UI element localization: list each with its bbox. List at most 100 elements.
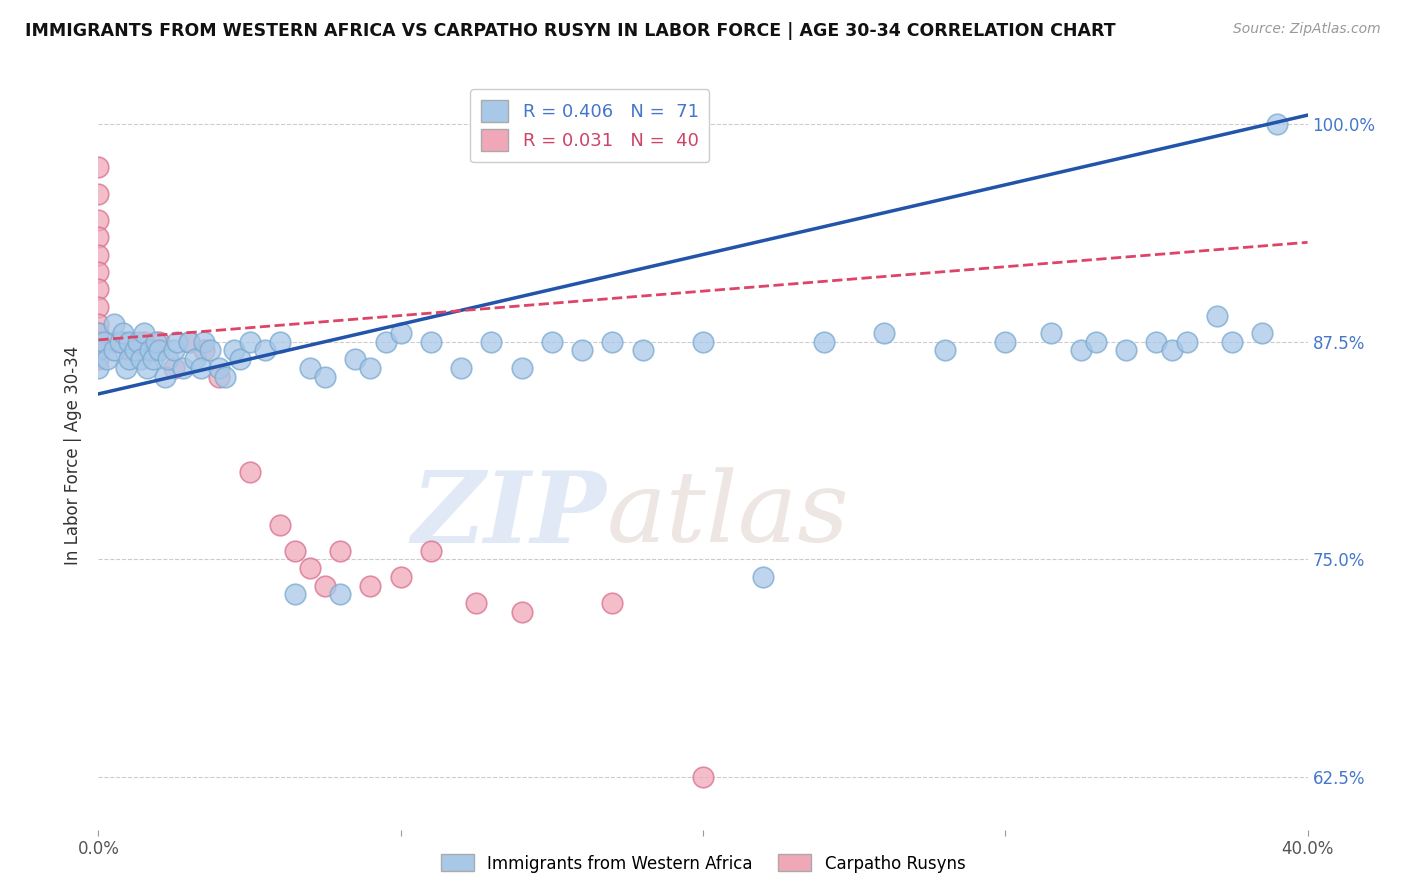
Point xyxy=(208,369,231,384)
Point xyxy=(214,369,236,384)
Point xyxy=(87,265,110,279)
Point xyxy=(692,334,714,349)
Point xyxy=(87,317,110,331)
Legend: R = 0.406   N =  71, R = 0.031   N =  40: R = 0.406 N = 71, R = 0.031 N = 40 xyxy=(470,89,710,162)
Point xyxy=(389,326,412,340)
Point xyxy=(1070,343,1092,358)
Point xyxy=(87,300,110,314)
Point xyxy=(360,579,382,593)
Point xyxy=(224,343,246,358)
Legend: Immigrants from Western Africa, Carpatho Rusyns: Immigrants from Western Africa, Carpatho… xyxy=(434,847,972,880)
Point xyxy=(994,334,1017,349)
Point xyxy=(87,334,110,349)
Point xyxy=(118,352,141,367)
Point xyxy=(1175,334,1198,349)
Point xyxy=(481,334,503,349)
Point xyxy=(87,161,110,175)
Point xyxy=(87,186,110,201)
Point xyxy=(156,352,179,367)
Point xyxy=(239,466,262,480)
Point xyxy=(1220,334,1243,349)
Point xyxy=(314,369,336,384)
Point xyxy=(148,334,170,349)
Point xyxy=(420,334,443,349)
Point xyxy=(87,282,110,296)
Point xyxy=(193,343,215,358)
Point xyxy=(103,317,125,331)
Point xyxy=(200,343,222,358)
Point xyxy=(1144,334,1167,349)
Point xyxy=(87,326,110,340)
Point xyxy=(139,343,162,358)
Point xyxy=(602,334,624,349)
Point xyxy=(132,334,155,349)
Point xyxy=(1206,309,1229,323)
Point xyxy=(1251,326,1274,340)
Point xyxy=(450,360,472,375)
Point xyxy=(111,326,134,340)
Point xyxy=(129,352,152,367)
Point xyxy=(114,360,136,375)
Point xyxy=(190,360,212,375)
Point xyxy=(1085,334,1108,349)
Point xyxy=(329,543,352,558)
Point xyxy=(253,343,276,358)
Point xyxy=(934,343,956,358)
Point xyxy=(87,334,110,349)
Point xyxy=(1039,326,1062,340)
Point xyxy=(299,561,322,575)
Point xyxy=(389,570,412,584)
Point xyxy=(269,334,291,349)
Point xyxy=(344,352,367,367)
Point xyxy=(179,334,201,349)
Point xyxy=(142,352,165,367)
Point xyxy=(465,596,488,610)
Point xyxy=(873,326,896,340)
Point xyxy=(208,360,231,375)
Y-axis label: In Labor Force | Age 30-34: In Labor Force | Age 30-34 xyxy=(65,345,83,565)
Point xyxy=(299,360,322,375)
Point xyxy=(132,326,155,340)
Point xyxy=(540,334,562,349)
Point xyxy=(87,343,110,358)
Point xyxy=(135,360,157,375)
Point xyxy=(87,334,110,349)
Point xyxy=(127,334,149,349)
Point xyxy=(87,343,110,358)
Point xyxy=(124,343,146,358)
Point xyxy=(1115,343,1137,358)
Point xyxy=(239,334,262,349)
Point xyxy=(510,360,533,375)
Point xyxy=(184,352,207,367)
Point xyxy=(420,543,443,558)
Point xyxy=(87,343,110,358)
Point xyxy=(360,360,382,375)
Point xyxy=(96,352,118,367)
Point xyxy=(87,326,110,340)
Point xyxy=(1267,117,1289,131)
Text: IMMIGRANTS FROM WESTERN AFRICA VS CARPATHO RUSYN IN LABOR FORCE | AGE 30-34 CORR: IMMIGRANTS FROM WESTERN AFRICA VS CARPAT… xyxy=(25,22,1116,40)
Text: atlas: atlas xyxy=(606,467,849,563)
Point xyxy=(87,352,110,367)
Point xyxy=(602,596,624,610)
Point xyxy=(166,334,188,349)
Point xyxy=(87,230,110,244)
Point xyxy=(269,517,291,532)
Point xyxy=(103,334,125,349)
Point xyxy=(87,360,110,375)
Point xyxy=(229,352,252,367)
Point xyxy=(692,770,714,784)
Point xyxy=(314,579,336,593)
Point xyxy=(145,334,167,349)
Point xyxy=(93,334,115,349)
Point xyxy=(108,334,131,349)
Point xyxy=(510,605,533,619)
Point xyxy=(1160,343,1182,358)
Point xyxy=(571,343,593,358)
Point xyxy=(163,360,186,375)
Point xyxy=(813,334,835,349)
Point xyxy=(142,343,165,358)
Point xyxy=(118,334,141,349)
Point xyxy=(163,343,186,358)
Point xyxy=(172,360,194,375)
